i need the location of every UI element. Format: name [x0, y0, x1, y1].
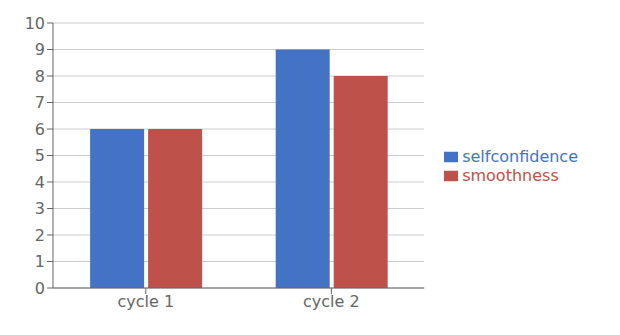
- svg-text:7: 7: [35, 93, 45, 112]
- html-text:smoothness: smoothness: [462, 165, 559, 185]
- svg-text:6: 6: [35, 120, 45, 139]
- svg-text:cycle 1: cycle 1: [117, 292, 174, 311]
- svg-text:8: 8: [35, 67, 45, 86]
- svg-text:9: 9: [35, 40, 45, 59]
- svg-text:3: 3: [35, 199, 45, 218]
- svg-text:4: 4: [35, 173, 45, 192]
- svg-text:0: 0: [35, 279, 45, 298]
- svg-text:cycle 2: cycle 2: [303, 292, 360, 311]
- html-text:selfconfidence: selfconfidence: [462, 146, 578, 166]
- svg-text:1: 1: [35, 252, 45, 271]
- svg-text:10: 10: [25, 14, 45, 33]
- svg-text:2: 2: [35, 226, 45, 245]
- svg-text:5: 5: [35, 146, 45, 165]
